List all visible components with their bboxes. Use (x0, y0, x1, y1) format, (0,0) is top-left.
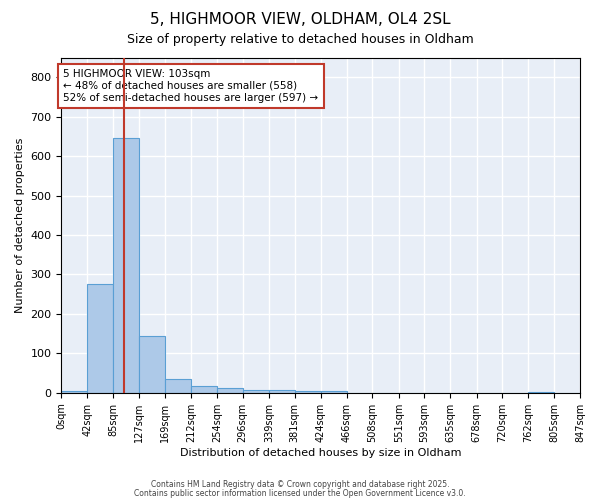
Text: 5, HIGHMOOR VIEW, OLDHAM, OL4 2SL: 5, HIGHMOOR VIEW, OLDHAM, OL4 2SL (149, 12, 451, 28)
Bar (242, 390, 269, 393)
Bar (139, 336, 165, 393)
Bar (528, 392, 554, 393)
Text: 5 HIGHMOOR VIEW: 103sqm
← 48% of detached houses are smaller (558)
52% of semi-d: 5 HIGHMOOR VIEW: 103sqm ← 48% of detache… (63, 70, 319, 102)
Bar (113, 138, 139, 393)
Bar (295, 391, 321, 393)
Bar (61, 391, 87, 393)
Bar (217, 388, 242, 393)
Text: Contains public sector information licensed under the Open Government Licence v3: Contains public sector information licen… (134, 489, 466, 498)
Bar (269, 390, 295, 393)
Bar (165, 379, 191, 393)
Text: Size of property relative to detached houses in Oldham: Size of property relative to detached ho… (127, 32, 473, 46)
Text: Contains HM Land Registry data © Crown copyright and database right 2025.: Contains HM Land Registry data © Crown c… (151, 480, 449, 489)
X-axis label: Distribution of detached houses by size in Oldham: Distribution of detached houses by size … (180, 448, 461, 458)
Y-axis label: Number of detached properties: Number of detached properties (15, 138, 25, 313)
Bar (321, 391, 347, 393)
Bar (191, 386, 217, 393)
Bar (87, 284, 113, 393)
